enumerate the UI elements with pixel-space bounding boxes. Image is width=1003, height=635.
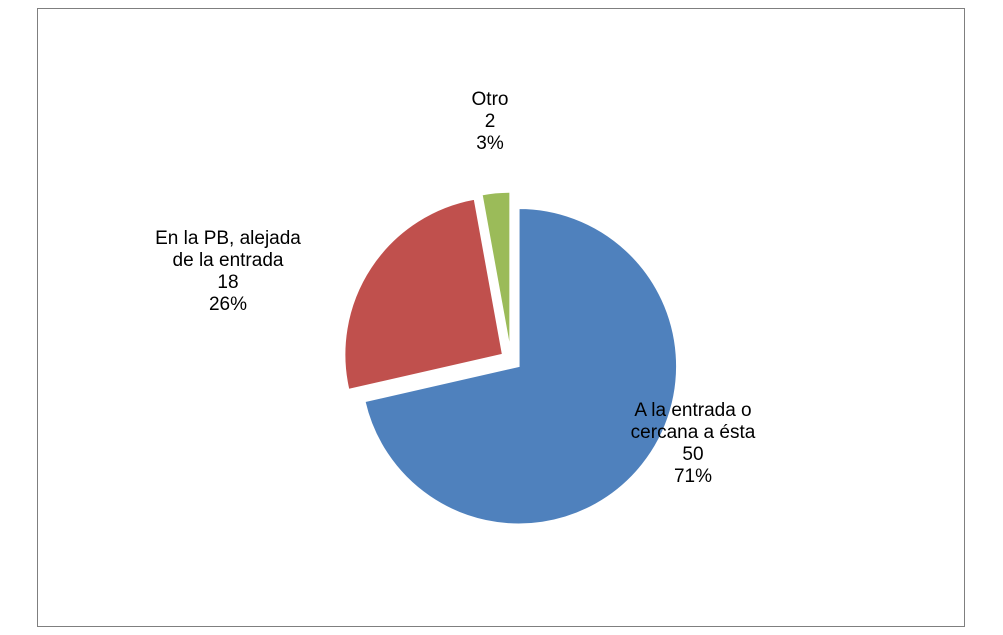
pie-slice-1 xyxy=(343,198,504,391)
pie-slice-0 xyxy=(363,207,678,525)
slice-percent: 26% xyxy=(208,294,248,315)
slice-label-pb: En la PB, alejada de la entrada 18 26% xyxy=(128,228,328,316)
slice-name-line-2: cercana a ésta xyxy=(630,422,756,443)
slice-name-line-1: Otro xyxy=(471,89,509,110)
slice-name-line-1: A la entrada o xyxy=(634,400,752,421)
pie-chart xyxy=(343,191,678,525)
slice-percent: 3% xyxy=(476,133,504,154)
slice-label-entrada: A la entrada o cercana a ésta 50 71% xyxy=(603,400,783,488)
slice-value: 18 xyxy=(217,272,239,293)
pie-slice-2 xyxy=(481,191,511,351)
slice-label-otro: Otro 2 3% xyxy=(440,89,540,155)
slice-value: 2 xyxy=(484,111,496,132)
slice-percent: 71% xyxy=(673,466,713,487)
slice-name-line-2: de la entrada xyxy=(172,250,284,271)
slice-value: 50 xyxy=(682,444,704,465)
chart-area: A la entrada o cercana a ésta 50 71% En … xyxy=(37,8,965,627)
slice-name-line-1: En la PB, alejada xyxy=(155,228,301,249)
